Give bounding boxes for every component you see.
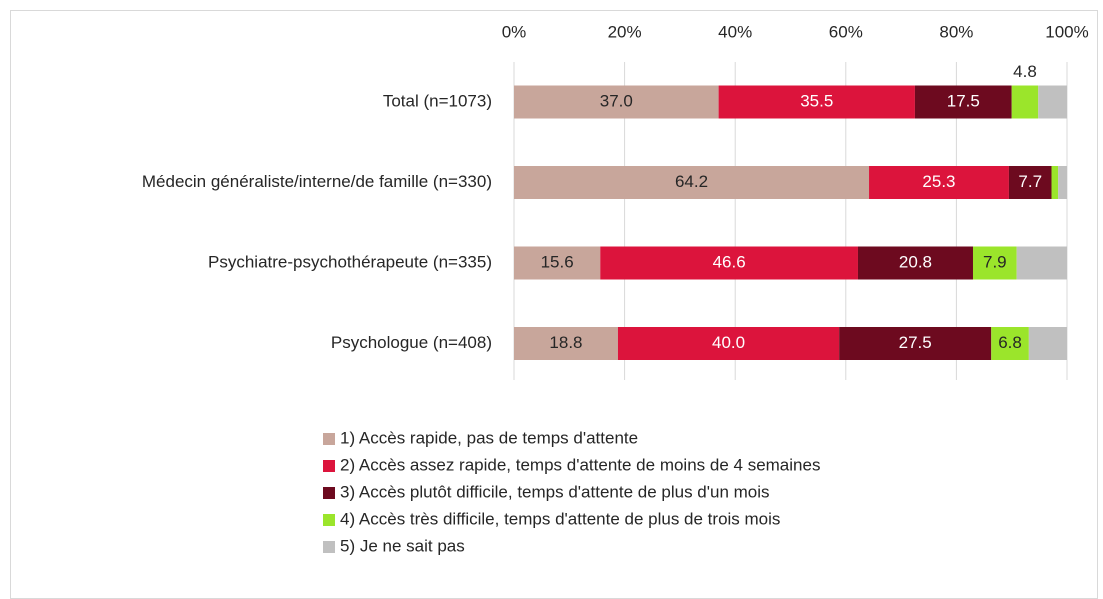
x-tick-label: 100%: [1045, 22, 1088, 41]
legend-swatch: [323, 460, 335, 472]
bar-segment: [1016, 246, 1067, 280]
legend-label: 5) Je ne sait pas: [340, 536, 465, 555]
legend-swatch: [323, 541, 335, 553]
data-label: 17.5: [947, 91, 980, 110]
bar-segment: [514, 246, 601, 280]
bar-segment: [514, 327, 618, 360]
legend-swatch: [323, 487, 335, 499]
data-label: 25.3: [922, 172, 955, 191]
bar-segment: [718, 85, 915, 119]
data-label: 46.6: [713, 252, 746, 271]
data-label: 18.8: [549, 333, 582, 352]
bar-segment: [1008, 166, 1052, 199]
x-tick-label: 40%: [718, 22, 752, 41]
data-label: 27.5: [899, 333, 932, 352]
bar-segment: [514, 85, 719, 119]
category-label: Total (n=1073): [383, 91, 492, 110]
data-label: 6.8: [998, 333, 1022, 352]
bar-segment: [914, 85, 1012, 119]
legend-swatch: [323, 433, 335, 445]
legend-swatch: [323, 514, 335, 526]
data-label: 40.0: [712, 333, 745, 352]
legend-label: 3) Accès plutôt difficile, temps d'atten…: [340, 482, 770, 501]
x-tick-label: 0%: [502, 22, 527, 41]
bar-segment: [514, 166, 870, 199]
category-label: Médecin généraliste/interne/de famille (…: [142, 172, 492, 191]
x-tick-label: 60%: [829, 22, 863, 41]
bar-segment: [617, 327, 840, 360]
data-label: 20.8: [899, 252, 932, 271]
x-tick-label: 80%: [939, 22, 973, 41]
data-label: 37.0: [600, 91, 633, 110]
bar-segment: [1051, 166, 1059, 199]
x-tick-label: 20%: [608, 22, 642, 41]
data-label: 7.9: [983, 252, 1007, 271]
legend-label: 4) Accès très difficile, temps d'attente…: [340, 509, 780, 528]
bar-segment: [1011, 85, 1039, 119]
bar-segment: [991, 327, 1029, 360]
bar-segment: [1058, 166, 1067, 199]
bar-segment: [1028, 327, 1067, 360]
data-label: 15.6: [541, 252, 574, 271]
data-label: 35.5: [800, 91, 833, 110]
category-label: Psychologue (n=408): [331, 333, 492, 352]
data-label: 7.7: [1018, 172, 1042, 191]
bar-segment: [1038, 85, 1067, 119]
bar-segment: [600, 246, 858, 280]
category-label: Psychiatre-psychothérapeute (n=335): [208, 252, 492, 271]
bar-segment: [839, 327, 992, 360]
data-label: 4.8: [1013, 62, 1037, 81]
bar-segment: [857, 246, 973, 280]
bar-segment: [869, 166, 1009, 199]
bar-segment: [972, 246, 1017, 280]
legend-label: 1) Accès rapide, pas de temps d'attente: [340, 428, 638, 447]
legend-label: 2) Accès assez rapide, temps d'attente d…: [340, 455, 820, 474]
data-label: 64.2: [675, 172, 708, 191]
